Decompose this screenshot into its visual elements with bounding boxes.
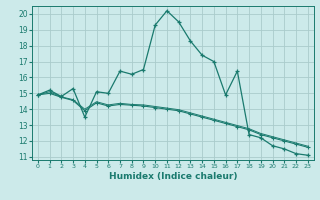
X-axis label: Humidex (Indice chaleur): Humidex (Indice chaleur) — [108, 172, 237, 181]
